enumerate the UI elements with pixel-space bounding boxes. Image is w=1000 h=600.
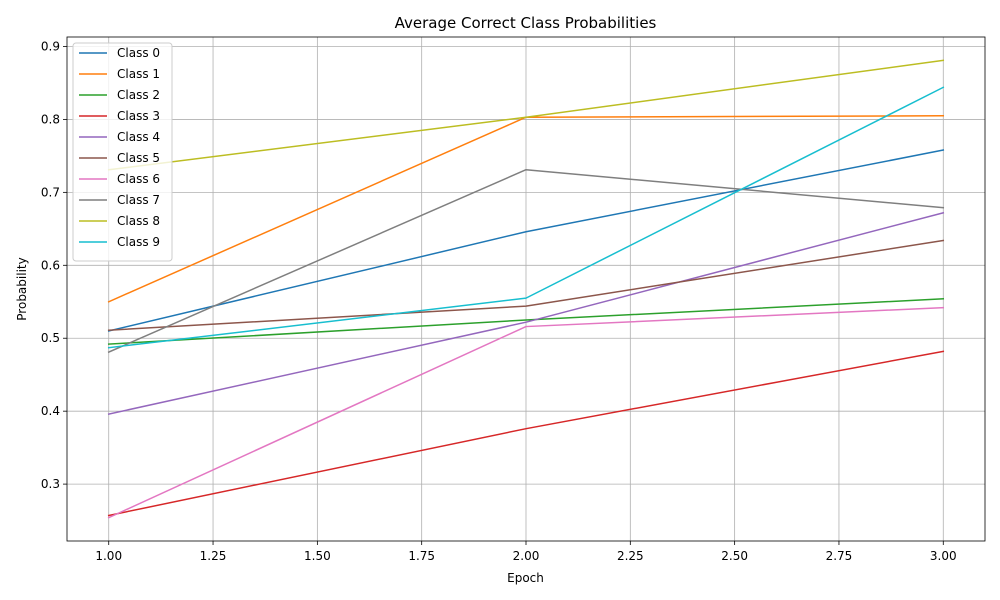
series-line-class-8 [107, 59, 945, 171]
x-tick-label: 1.75 [408, 549, 435, 563]
x-tick-label: 2.50 [721, 549, 748, 563]
series-line-class-0 [107, 149, 945, 332]
x-tick-label: 1.25 [200, 549, 227, 563]
series-line-class-2 [107, 298, 945, 345]
y-axis: 0.3 0.4 0.5 0.6 0.7 0.8 0.9 [41, 39, 67, 491]
legend-label: Class 0 [117, 46, 160, 60]
x-tick-label: 2.75 [826, 549, 853, 563]
y-tick-label: 0.4 [41, 404, 60, 418]
y-tick-label: 0.3 [41, 477, 60, 491]
legend-label: Class 6 [117, 172, 160, 186]
legend-label: Class 7 [117, 193, 160, 207]
x-tick-label: 2.00 [513, 549, 540, 563]
legend-label: Class 9 [117, 235, 160, 249]
y-tick-label: 0.7 [41, 185, 60, 199]
y-tick-label: 0.6 [41, 258, 60, 272]
x-tick-label: 3.00 [930, 549, 957, 563]
y-tick-label: 0.9 [41, 39, 60, 53]
x-tick-label: 1.50 [304, 549, 331, 563]
grid-lines [67, 37, 985, 541]
x-axis-title: Epoch [507, 571, 544, 585]
legend-label: Class 4 [117, 130, 160, 144]
legend-box [72, 42, 173, 262]
series-line-class-3 [107, 350, 945, 517]
x-axis: 1.00 1.25 1.50 1.75 2.00 2.25 2.50 2.75 3.00 [95, 541, 957, 563]
y-tick-label: 0.8 [41, 112, 60, 126]
legend-label: Class 2 [117, 88, 160, 102]
legend-label: Class 5 [117, 151, 160, 165]
series-line-class-7 [107, 168, 945, 354]
chart-title: Average Correct Class Probabilities [395, 14, 657, 32]
series-line-class-5 [107, 239, 945, 332]
legend-label: Class 1 [117, 67, 160, 81]
legend: Class 0 Class 1 Class 2 Class 3 Class 4 Class… [72, 42, 173, 262]
legend-label: Class 3 [117, 109, 160, 123]
legend-label: Class 8 [117, 214, 160, 228]
x-tick-label: 1.00 [95, 549, 122, 563]
y-axis-title: Probability [15, 257, 29, 320]
series-line-class-6 [107, 306, 945, 519]
series-lines [107, 59, 945, 519]
series-line-class-9 [107, 86, 945, 349]
x-tick-label: 2.25 [617, 549, 644, 563]
y-tick-label: 0.5 [41, 331, 60, 345]
series-line-class-4 [107, 211, 945, 415]
